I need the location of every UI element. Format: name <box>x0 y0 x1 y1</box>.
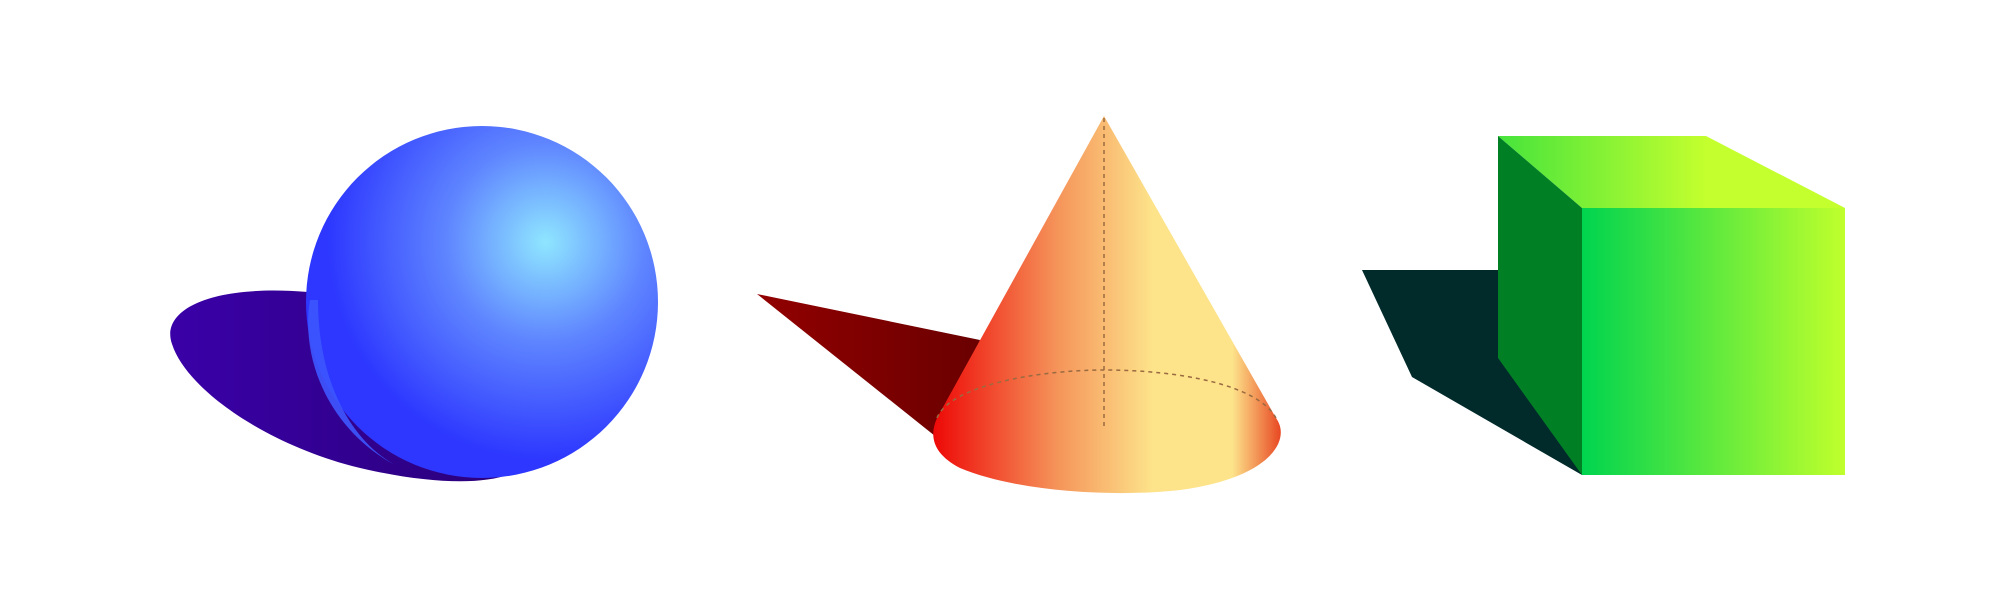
cube-left-face <box>1498 136 1582 475</box>
cube-front-face <box>1582 208 1845 475</box>
cone-base-guide <box>936 369 1277 419</box>
sphere-body <box>306 126 658 478</box>
cone-shadow <box>757 294 980 440</box>
cube-shadow <box>1362 270 1582 475</box>
cone-shape <box>757 116 1281 494</box>
sphere-shape <box>170 126 658 482</box>
sphere-rim-reflection <box>308 300 395 465</box>
cube-shape <box>1362 136 1845 475</box>
cone-body <box>933 116 1281 494</box>
cube-top-face <box>1498 136 1845 208</box>
